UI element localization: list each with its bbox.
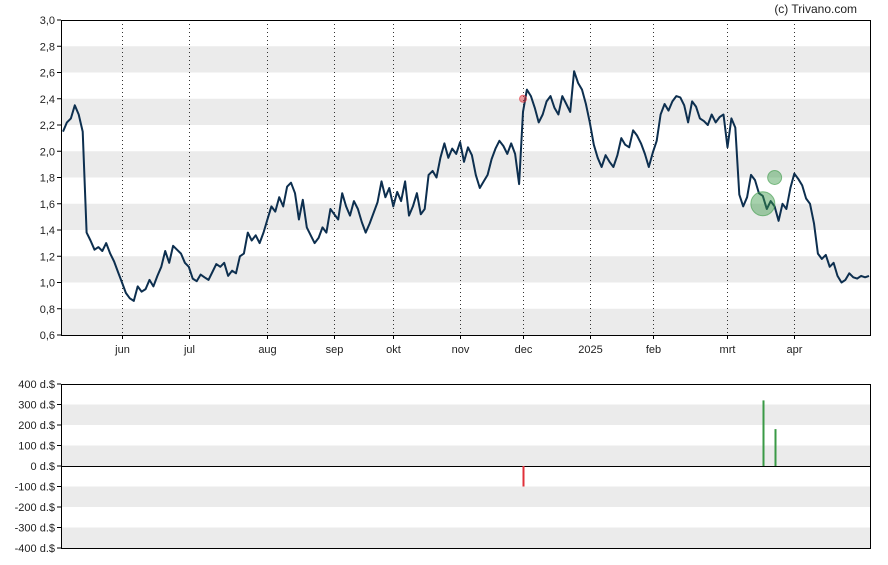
y-tick-label: 1,4 (40, 225, 55, 237)
volume-band (61, 486, 871, 507)
y-tick-label: 2,0 (40, 146, 55, 158)
volume-y-tick-label: 0 d.$ (31, 461, 55, 473)
volume-y-tick-label: -300 d.$ (15, 523, 55, 535)
volume-y-tick-label: 400 d.$ (18, 379, 55, 391)
volume-y-tick-label: -400 d.$ (15, 543, 55, 555)
price-band (61, 256, 871, 283)
volume-band (61, 527, 871, 548)
price-band (61, 203, 871, 230)
volume-y-tick-label: -100 d.$ (15, 482, 55, 494)
x-tick-label: nov (452, 344, 470, 356)
price-panel-bands (61, 46, 871, 335)
trade-volume-bars (522, 400, 777, 487)
volume-y-tick-label: 200 d.$ (18, 420, 55, 432)
y-tick-label: 1,2 (40, 251, 55, 263)
volume-y-tick-label: -200 d.$ (15, 502, 55, 514)
price-panel-month-gridlines (122, 20, 795, 335)
x-tick-label: sep (326, 344, 344, 356)
y-tick-label: 2,2 (40, 120, 55, 132)
y-tick-label: 0,6 (40, 330, 55, 342)
buy-marker (750, 191, 776, 217)
x-tick-label: okt (386, 344, 401, 356)
volume-band (61, 404, 871, 425)
y-tick-label: 1,6 (40, 199, 55, 211)
y-tick-label: 2,8 (40, 41, 55, 53)
price-band (61, 308, 871, 335)
x-tick-label: 2025 (578, 344, 602, 356)
x-tick-label: mrt (720, 344, 736, 356)
volume-band (61, 445, 871, 466)
x-tick-label: jun (114, 344, 130, 356)
volume-panel-bands (61, 404, 871, 548)
x-tick-label: jul (183, 344, 195, 356)
y-tick-label: 2,4 (40, 94, 55, 106)
volume-panel-frame (61, 384, 871, 549)
price-panel-x-axis: jun jul aug sep okt nov dec 2025 feb mrt apr (114, 335, 803, 356)
price-line (62, 70, 870, 302)
y-tick-label: 1,0 (40, 278, 55, 290)
x-tick-label: feb (646, 344, 661, 356)
volume-y-tick-label: 300 d.$ (18, 400, 55, 412)
x-tick-label: dec (515, 344, 533, 356)
price-panel-y-axis: 3,0 2,8 2,6 2,4 2,2 2,0 1,8 1,6 1,4 1,2 1,0 0,8 0,6 (40, 15, 61, 342)
y-tick-label: 1,8 (40, 173, 55, 185)
price-band (61, 98, 871, 125)
sell-marker (519, 94, 528, 103)
credit-label: (c) Trivano.com (774, 2, 857, 16)
x-tick-label: apr (787, 344, 803, 356)
buy-marker (767, 170, 783, 185)
price-band (61, 46, 871, 73)
price-series (62, 70, 870, 302)
y-tick-label: 2,6 (40, 68, 55, 80)
y-tick-label: 3,0 (40, 15, 55, 27)
volume-panel-y-axis: 400 d.$ 300 d.$ 200 d.$ 100 d.$ 0 d.$ -100 d.… (15, 379, 61, 555)
x-tick-label: aug (258, 344, 276, 356)
y-tick-label: 0,8 (40, 304, 55, 316)
trade-markers (519, 94, 783, 217)
volume-y-tick-label: 100 d.$ (18, 441, 55, 453)
price-panel-frame (61, 20, 871, 336)
